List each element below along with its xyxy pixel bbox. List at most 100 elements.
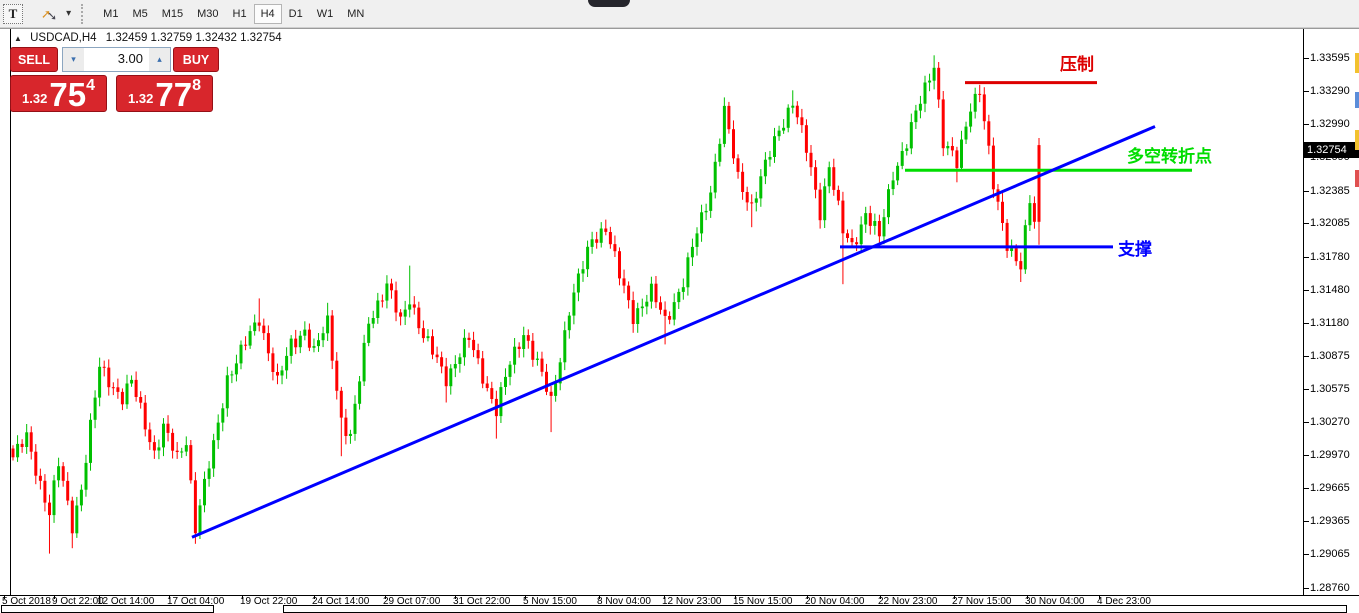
candle [499,382,503,423]
candle [987,114,991,155]
candle [276,363,279,385]
volume-field[interactable]: 3.00 [117,51,143,66]
candle [978,84,982,103]
candle [230,370,234,384]
candle [991,137,995,199]
price-axis-tick [1304,289,1309,291]
time-axis-tick [54,595,55,599]
annotation-bull-bear-pivot: 多空转折点 [1127,147,1212,166]
candle [449,364,453,395]
candle [367,317,371,347]
price-axis-divider[interactable] [1303,29,1304,596]
timeframe-button-m1[interactable]: M1 [96,4,125,24]
candle [20,439,24,453]
candle [203,471,206,513]
candle [371,310,375,329]
timeframe-button-m30[interactable]: M30 [190,4,225,24]
trendline[interactable] [191,125,1156,539]
timeframe-button-m15[interactable]: M15 [155,4,190,24]
timeframe-button-w1[interactable]: W1 [310,4,341,24]
time-axis-label: 19 Oct 22:00 [240,596,298,607]
candle [239,340,243,370]
time-axis-tick [242,595,243,599]
timeframe-button-d1[interactable]: D1 [282,4,310,24]
price-axis-label: 1.29970 [1310,449,1350,462]
timeframe-button-m5[interactable]: M5 [125,4,154,24]
volume-decrease-button[interactable]: ▾ [63,48,84,71]
candle [873,213,877,235]
candle [763,152,767,185]
dropdown-caret-icon[interactable]: ▾ [66,8,72,19]
candle [271,347,275,381]
candle [494,390,498,439]
sell-price-prefix: 1.32 [22,91,48,106]
candle [517,342,521,358]
candle [426,329,430,342]
timeframe-button-h1[interactable]: H1 [226,4,254,24]
candle [645,294,649,315]
buy-price-pip: 8 [192,77,201,94]
candle [57,457,61,488]
price-axis-label: 1.29065 [1310,548,1350,561]
edge-mark [1355,92,1359,108]
timeframe-button-h4[interactable]: H4 [253,3,282,24]
candle [540,351,544,377]
candle [522,326,526,358]
arrow-style-button[interactable]: ➚ ➘ [35,4,63,24]
price-axis-label: 1.33290 [1310,85,1350,98]
candle [982,87,986,130]
candle [193,472,197,544]
candle [421,320,425,343]
text-tool-button[interactable]: T [3,3,23,24]
candle [928,73,932,92]
candle [677,288,681,309]
arrow-down-icon: ➘ [47,8,58,23]
candle [417,301,421,335]
candle [298,330,302,354]
volume-increase-button[interactable]: ▴ [149,48,170,71]
candle [234,354,238,382]
candle [444,357,448,403]
candle [836,185,840,206]
candlestick-chart[interactable] [10,29,1303,596]
collapse-triangle-icon[interactable]: ▲ [14,34,22,43]
price-axis-tick [1304,124,1309,126]
candle [180,447,184,458]
toolbar-grip [81,3,88,24]
price-axis-tick [1304,355,1309,357]
candle [941,91,945,157]
buy-price-display[interactable]: 1.32 77 8 [116,75,213,112]
candle [595,231,599,249]
buy-price-prefix: 1.32 [128,91,154,106]
candle [472,331,476,358]
sell-button[interactable]: SELL [10,47,58,72]
candle [535,351,539,366]
candle [1032,196,1036,229]
time-axis-line[interactable] [0,595,1359,596]
candle [659,296,662,315]
timeframe-button-mn[interactable]: MN [340,4,371,24]
time-axis-label: 15 Nov 15:00 [733,596,793,607]
candle [768,150,772,167]
time-axis-label: 17 Oct 04:00 [167,596,225,607]
time-axis-tick [169,595,170,599]
candle [750,194,754,228]
candle [531,333,535,367]
candle [973,87,977,119]
candle [777,125,781,141]
candle [745,186,749,211]
sell-price-display[interactable]: 1.32 75 4 [10,75,107,112]
candle [11,445,15,461]
candle [914,104,918,129]
buy-button[interactable]: BUY [173,47,219,72]
candle [996,184,1000,211]
candle [1001,193,1004,231]
candle [686,252,690,296]
candle [918,95,922,119]
annotation-resistance: 压制 [1060,55,1094,74]
candle [581,261,585,282]
candle [969,103,973,133]
candle [390,278,393,299]
price-axis-tick [1304,58,1309,59]
